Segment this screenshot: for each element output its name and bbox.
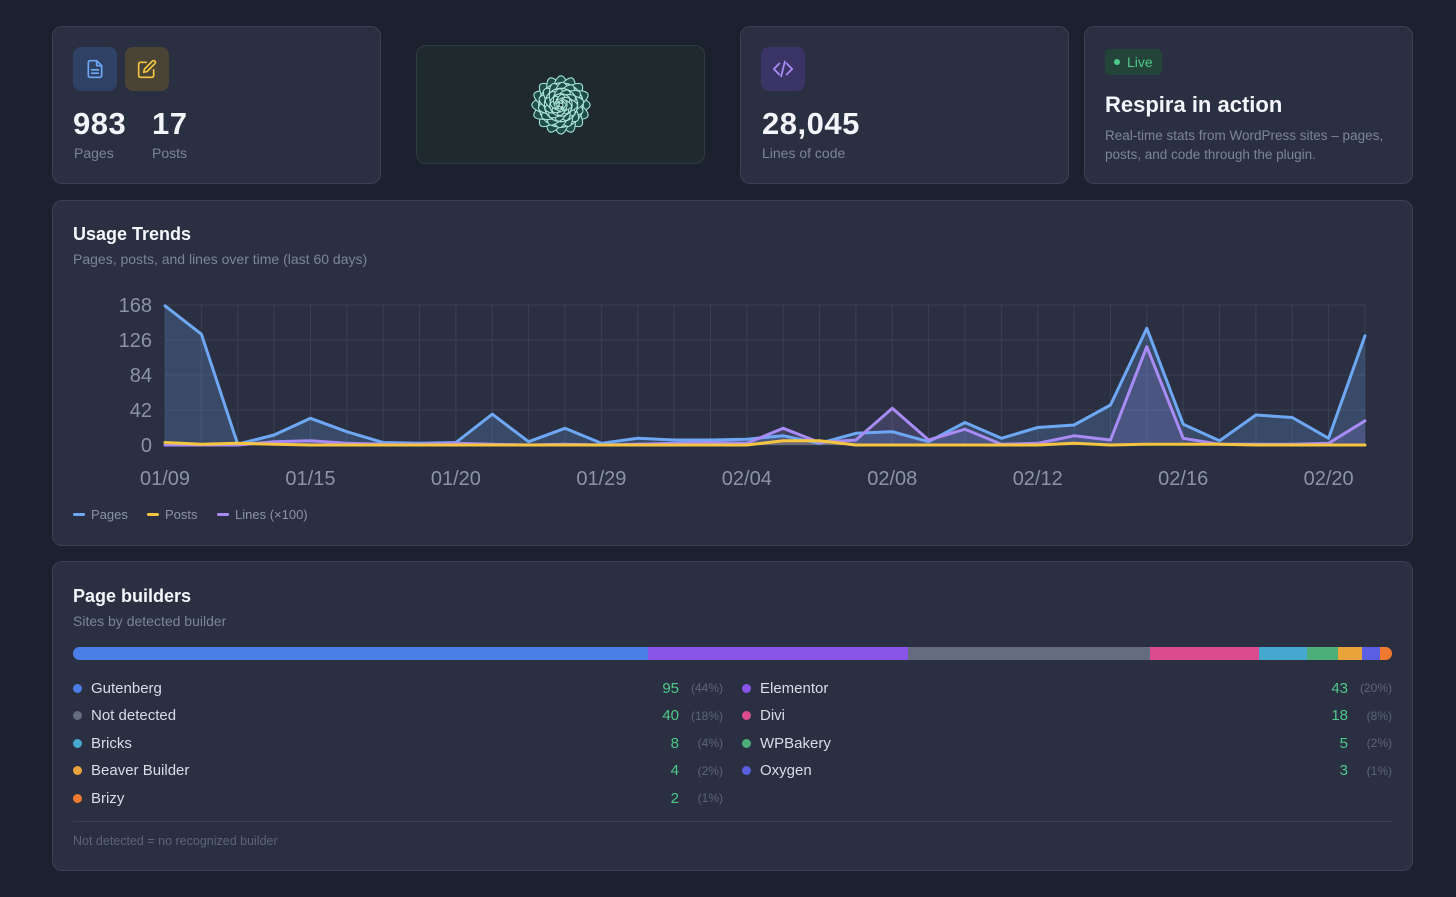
builder-bar-segment [1361,647,1380,660]
legend-pages[interactable]: Pages [73,507,128,522]
logo-petal [573,95,585,111]
builder-percent: (2%) [1366,736,1392,750]
pages-posts-card: 983 Pages 17 Posts [52,26,381,184]
usage-trends-card: Usage Trends Pages, posts, and lines ove… [52,200,1413,546]
legend-posts-swatch [147,513,159,516]
builder-item-wpbakery: WPBakery 5 (2%) [742,733,1392,753]
builder-count: 43 [1331,679,1348,697]
builder-color-dot [73,766,82,775]
builder-color-dot [742,766,751,775]
legend-lines-swatch [217,513,229,516]
builder-bar-segment [647,647,908,660]
builder-item-not-detected: Not detected 40 (18%) [73,706,723,726]
builder-bar-segment [73,647,648,660]
logo-petal [564,99,573,112]
logo-petal [560,100,567,110]
live-description: Real-time stats from WordPress sites – p… [1105,128,1384,162]
trends-subtitle: Pages, posts, and lines over time (last … [73,251,368,267]
page-builders-card: Page builders Sites by detected builder … [52,561,1413,871]
builder-color-dot [73,711,82,720]
builder-item-brizy: Brizy 2 (1%) [73,788,723,808]
builder-color-dot [73,738,82,748]
document-icon [73,47,117,91]
builder-count: 2 [670,789,679,807]
logo-petal [569,98,578,113]
builders-divider [73,821,1392,822]
builder-percent: (20%) [1359,681,1392,695]
live-dot-icon [1114,59,1120,65]
builder-count: 95 [662,679,679,697]
builder-item-gutenberg: Gutenberg 95 (44%) [73,678,723,698]
posts-label: Posts [152,145,188,161]
builder-count: 3 [1339,762,1348,779]
builder-percent: (44%) [690,681,723,695]
builder-percent: (2%) [697,763,723,778]
builder-bar-segment [1337,647,1362,660]
live-title: Respira in action [1105,92,1283,117]
builder-item-elementor: Elementor 43 (20%) [742,678,1392,698]
builders-stacked-bar [73,647,1392,660]
builder-bar-segment [1258,647,1308,660]
pages-count: 983 [73,106,127,141]
builder-count: 4 [670,762,679,779]
builder-name: Oxygen [760,762,812,779]
builder-name: Divi [760,707,785,724]
builder-count: 8 [670,734,679,752]
lines-card: 28,045 Lines of code [740,26,1069,184]
legend-lines[interactable]: Lines (×100) [217,507,308,522]
builder-color-dot [73,683,82,693]
live-card: Live Respira in action Real-time stats f… [1084,26,1413,184]
builder-percent: (1%) [1366,763,1392,778]
builder-name: Brizy [91,789,125,807]
builder-percent: (8%) [1366,708,1392,723]
builders-subtitle: Sites by detected builder [73,613,227,629]
builder-item-divi: Divi 18 (8%) [742,706,1392,726]
legend-pages-swatch [73,513,85,516]
succulent-logo [531,75,591,135]
builder-percent: (4%) [697,736,723,750]
builder-percent: (18%) [690,708,723,723]
code-icon [761,47,805,91]
builder-bar-segment [907,647,1150,660]
builder-name: Not detected [91,707,177,724]
builder-count: 5 [1339,734,1348,752]
builder-item-beaver-builder: Beaver Builder 4 (2%) [73,761,723,781]
edit-icon [125,47,169,91]
builder-percent: (1%) [697,791,723,805]
builder-name: Bricks [91,734,132,752]
builder-color-dot [742,683,751,693]
logo-card [416,45,705,164]
builder-count: 40 [662,707,679,724]
pages-label: Pages [74,145,114,161]
builder-color-dot [742,711,751,720]
builders-title: Page builders [73,586,192,606]
builder-name: Beaver Builder [91,762,190,779]
builder-bar-segment [1149,647,1259,660]
trends-title: Usage Trends [73,224,192,244]
builder-count: 18 [1331,707,1348,724]
live-badge: Live [1105,49,1162,75]
logo-petal [560,77,576,91]
lines-label: Lines of code [762,145,846,161]
builder-bar-segment [1307,647,1338,660]
logo-petal [546,119,562,133]
builder-name: Elementor [760,679,829,697]
builder-name: WPBakery [760,734,831,752]
builder-bar-segment [1379,647,1392,660]
legend-posts[interactable]: Posts [147,507,198,522]
builder-color-dot [73,793,82,803]
builder-color-dot [742,738,751,748]
lines-count: 28,045 [762,106,860,141]
builders-footnote: Not detected = no recognized builder [73,834,278,848]
builder-item-bricks: Bricks 8 (4%) [73,733,723,753]
builder-item-oxygen: Oxygen 3 (1%) [742,761,1392,781]
builder-name: Gutenberg [91,679,162,697]
posts-count: 17 [152,106,188,141]
